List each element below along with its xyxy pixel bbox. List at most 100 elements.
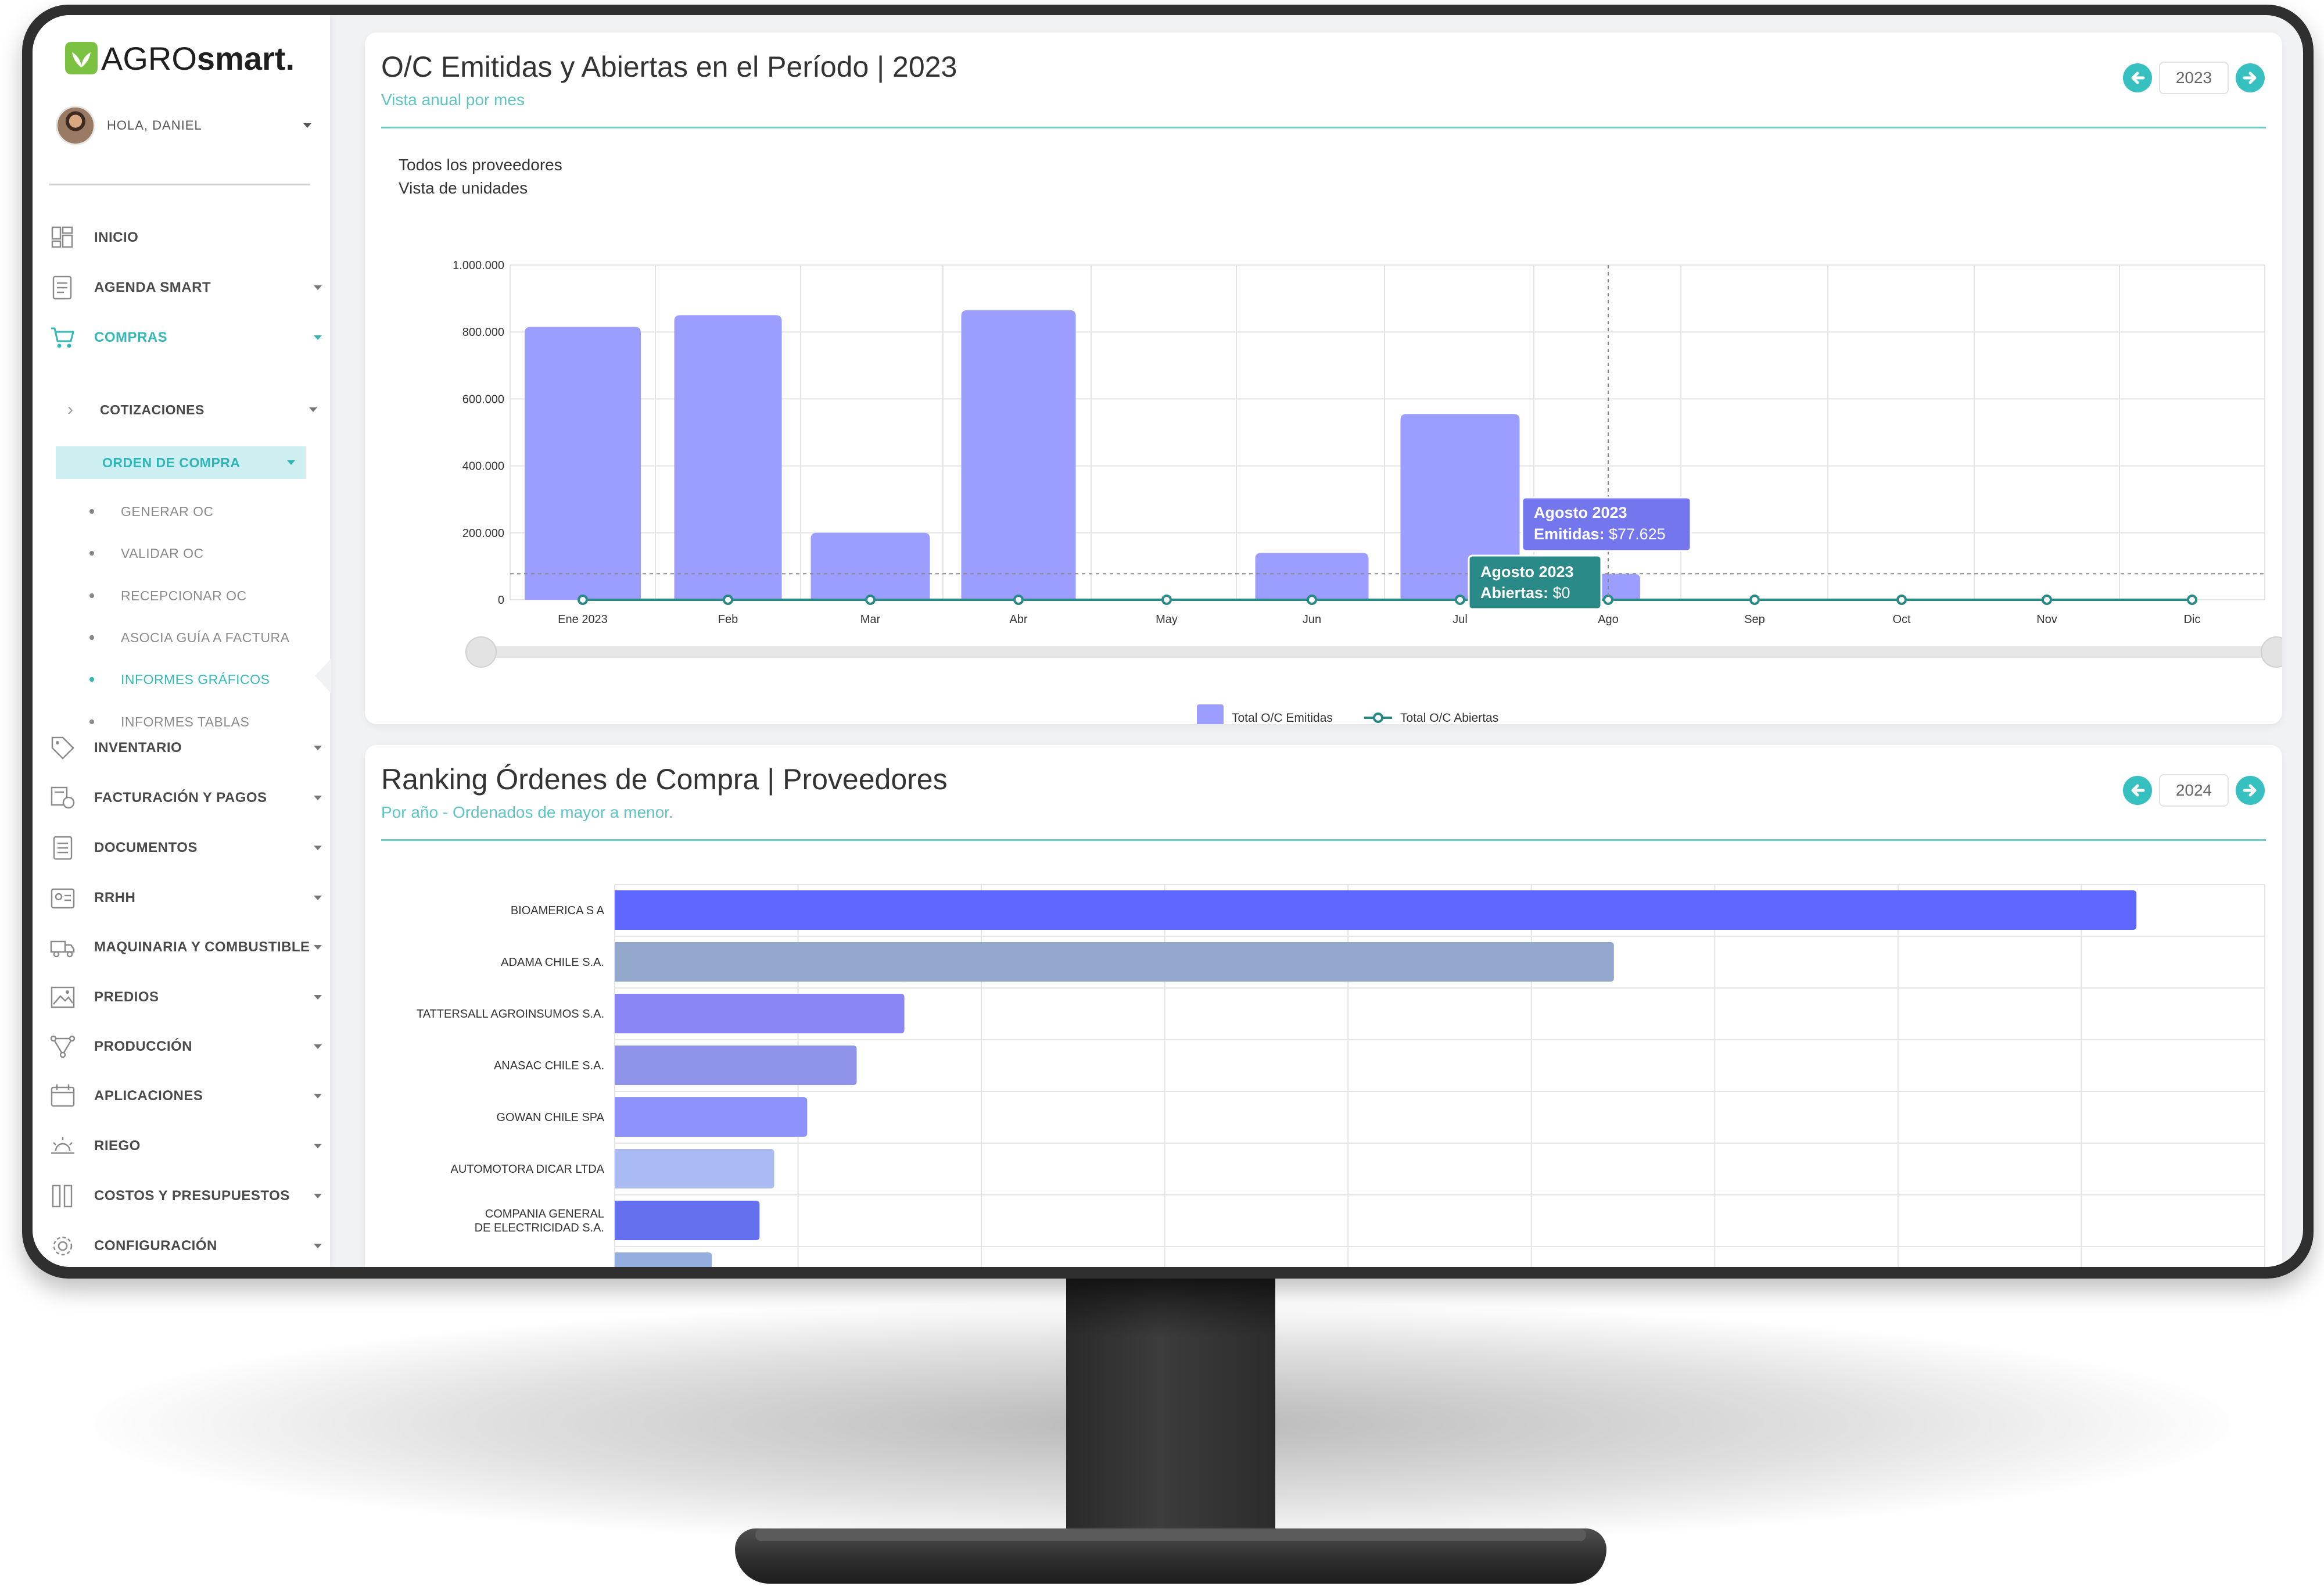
sidebar-item-compras[interactable]: COMPRAS	[49, 320, 322, 355]
point-abiertas-jul[interactable]	[1455, 595, 1465, 605]
tooltip-emitidas-value: Emitidas: $77.625	[1534, 525, 1666, 543]
bar-emitidas-ene[interactable]	[525, 327, 641, 600]
sidebar-item-riego[interactable]: RIEGO	[49, 1129, 322, 1163]
sidebar: AGROsmart. HOLA, DANIEL INICIO AGENDA SMA…	[33, 15, 330, 1267]
bar-proveedor-8[interactable]	[615, 1252, 712, 1267]
panel-divider	[381, 839, 2266, 841]
x-tick-label: Abr	[1009, 613, 1027, 626]
chevron-down-icon	[309, 407, 317, 412]
point-abiertas-sep[interactable]	[1749, 595, 1760, 605]
sun-icon	[49, 1132, 77, 1160]
bar-emitidas-jul[interactable]	[1400, 414, 1520, 600]
bar-proveedor-7[interactable]	[615, 1201, 760, 1240]
sidebar-item-label: AGENDA SMART	[94, 280, 211, 295]
bar-emitidas-jun[interactable]	[1255, 553, 1369, 600]
sidebar-item-label: RIEGO	[94, 1138, 141, 1154]
sidebar-item-documentos[interactable]: DOCUMENTOS	[49, 830, 322, 865]
x-tick-label: Ago	[1598, 613, 1619, 626]
next-year-button[interactable]	[2236, 776, 2265, 805]
bar-proveedor-2[interactable]	[615, 942, 1614, 982]
sidebar-item-maquinaria-y-combustible[interactable]: MAQUINARIA Y COMBUSTIBLE	[49, 930, 322, 965]
bar-emitidas-feb[interactable]	[674, 315, 782, 600]
y-tick-label: 0	[498, 594, 504, 607]
x-tick-label: Ene 2023	[558, 613, 608, 626]
chevron-down-icon	[314, 285, 322, 290]
legend-swatch-emitidas	[1197, 704, 1224, 724]
point-abiertas-abr[interactable]	[1013, 595, 1024, 605]
invoice-icon	[49, 784, 77, 812]
y-category-label: COMPANIA GENERAL DE ELECTRICIDAD S.A.	[475, 1208, 604, 1234]
tooltip-abiertas-amount: $0	[1548, 584, 1570, 602]
sidebar-item-costos-y-presupuestos[interactable]: COSTOS Y PRESUPUESTOS	[49, 1179, 322, 1213]
point-abiertas-may[interactable]	[1161, 595, 1172, 605]
category-label-line: COMPANIA GENERAL	[485, 1208, 604, 1220]
point-abiertas-oct[interactable]	[1896, 595, 1907, 605]
year-navigator: 2024	[2123, 774, 2265, 807]
prev-year-button[interactable]	[2123, 63, 2152, 92]
sidebar-item-configuracion[interactable]: CONFIGURACIÓN	[49, 1229, 322, 1263]
point-abiertas-feb[interactable]	[723, 595, 733, 605]
sidebar-item-predios[interactable]: PREDIOS	[49, 980, 322, 1015]
gear-icon	[49, 1232, 77, 1260]
point-abiertas-jun[interactable]	[1307, 595, 1317, 605]
chevron-down-icon	[314, 1194, 322, 1198]
y-category-label: AUTOMOTORA DICAR LTDA	[451, 1163, 605, 1176]
document-icon	[49, 834, 77, 862]
sidebar-item-produccion[interactable]: PRODUCCIÓN	[49, 1029, 322, 1064]
sidebar-item-aplicaciones[interactable]: APLICACIONES	[49, 1079, 322, 1114]
sidebar-subitem-orden-de-compra[interactable]: ORDEN DE COMPRA	[56, 446, 306, 479]
legend-label-abiertas[interactable]: Total O/C Abiertas	[1400, 711, 1498, 724]
y-category-label: COMPANIA AGROPECUARIA	[447, 1266, 604, 1267]
tag-icon	[49, 734, 77, 762]
sidebar-leaf-asocia-guia[interactable]: ASOCIA GUÍA A FACTURA	[89, 623, 289, 652]
sidebar-subitem-cotizaciones[interactable]: › COTIZACIONES	[67, 393, 317, 426]
brand-name: AGROsmart.	[101, 40, 295, 77]
year-field[interactable]: 2024	[2159, 774, 2229, 807]
sidebar-item-inicio[interactable]: INICIO	[49, 220, 322, 255]
sidebar-item-facturacion-y-pagos[interactable]: FACTURACIÓN Y PAGOS	[49, 781, 322, 815]
tooltip-abiertas-value: Abiertas: $0	[1480, 584, 1570, 602]
y-category-label: ADAMA CHILE S.A.	[501, 956, 604, 969]
panel-oc-emitidas: O/C Emitidas y Abiertas en el Período | …	[365, 33, 2282, 724]
legend-marker-abiertas	[1373, 713, 1383, 723]
sidebar-leaf-validar-oc[interactable]: VALIDAR OC	[89, 539, 204, 568]
bar-proveedor-3[interactable]	[615, 994, 905, 1033]
bullet	[89, 719, 94, 724]
bar-proveedor-5[interactable]	[615, 1097, 808, 1137]
bar-proveedor-6[interactable]	[615, 1149, 774, 1188]
bar-proveedor-1[interactable]	[615, 890, 2137, 930]
bar-proveedor-4[interactable]	[615, 1046, 857, 1085]
brand-logo[interactable]: AGROsmart.	[65, 29, 295, 87]
bullet	[89, 509, 94, 514]
next-year-button[interactable]	[2236, 63, 2265, 92]
panel-title: Ranking Órdenes de Compra | Proveedores	[381, 763, 948, 796]
sidebar-leaf-informes-tablas[interactable]: INFORMES TABLAS	[89, 707, 249, 736]
arrow-right-icon	[2243, 71, 2257, 84]
user-menu[interactable]: HOLA, DANIEL	[56, 102, 311, 149]
sidebar-item-label: PRODUCCIÓN	[94, 1039, 193, 1054]
sidebar-divider	[49, 184, 310, 185]
prev-year-button[interactable]	[2123, 776, 2152, 805]
range-slider-handle-end[interactable]	[2261, 636, 2282, 668]
point-abiertas-ene[interactable]	[578, 595, 588, 605]
point-abiertas-mar[interactable]	[865, 595, 876, 605]
bar-emitidas-abr[interactable]	[961, 310, 1076, 600]
range-slider-track[interactable]	[481, 646, 2276, 658]
year-field[interactable]: 2023	[2159, 62, 2229, 94]
sidebar-item-inventario[interactable]: INVENTARIO	[49, 731, 322, 765]
sidebar-item-agenda-smart[interactable]: AGENDA SMART	[49, 270, 322, 305]
chevron-down-icon	[314, 1094, 322, 1098]
sidebar-leaf-informes-graficos[interactable]: INFORMES GRÁFICOS	[89, 665, 270, 694]
sidebar-item-rrhh[interactable]: RRHH	[49, 880, 322, 915]
sidebar-leaf-recepcionar-oc[interactable]: RECEPCIONAR OC	[89, 581, 247, 610]
y-category-label: BIOAMERICA S A	[511, 904, 605, 917]
point-abiertas-dic[interactable]	[2187, 595, 2197, 605]
sidebar-leaf-generar-oc[interactable]: GENERAR OC	[89, 497, 214, 526]
point-abiertas-nov[interactable]	[2042, 595, 2052, 605]
panel-divider	[381, 127, 2266, 128]
bar-emitidas-mar[interactable]	[810, 532, 930, 600]
legend-label-emitidas[interactable]: Total O/C Emitidas	[1232, 711, 1333, 724]
panel-ranking-proveedores: Ranking Órdenes de Compra | Proveedores …	[365, 745, 2282, 1267]
range-slider-handle-start[interactable]	[465, 636, 497, 668]
supplier-filter-label: Todos los proveedores	[399, 156, 562, 174]
